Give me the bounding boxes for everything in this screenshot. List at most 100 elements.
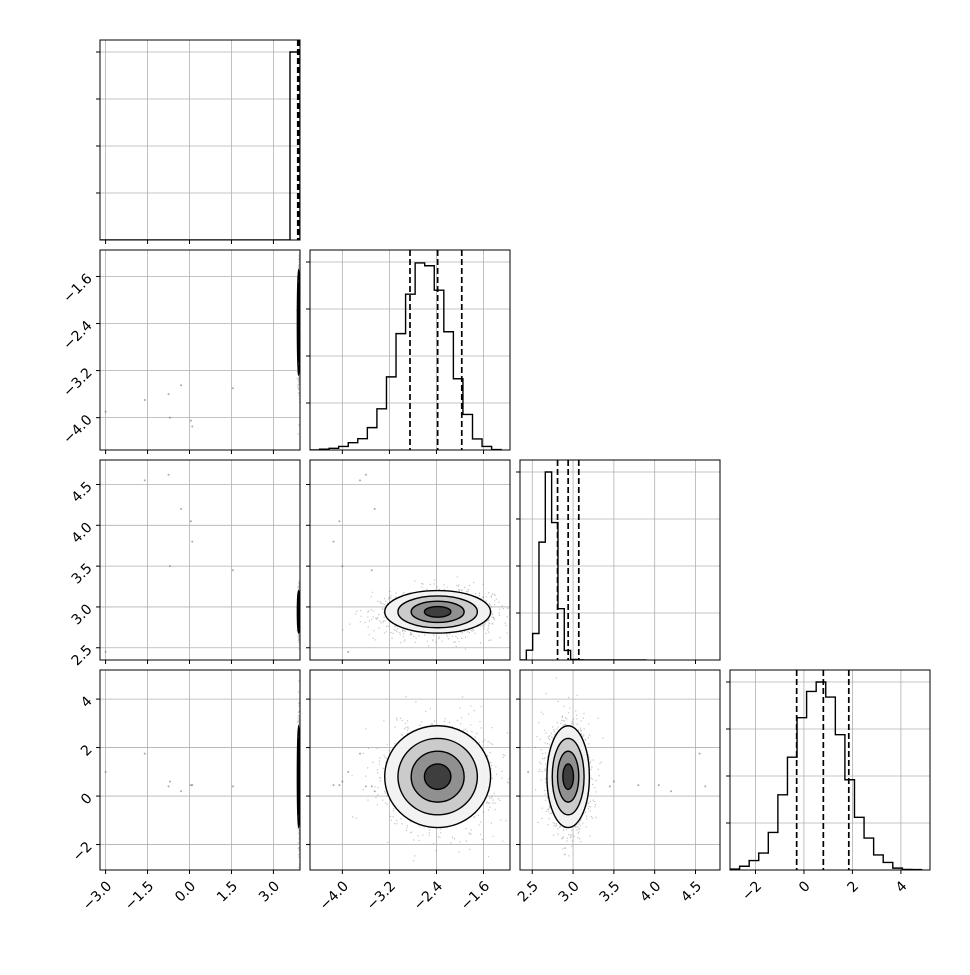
histogram-bar — [864, 838, 874, 870]
histogram-bar — [463, 414, 473, 450]
outlier-point — [169, 565, 171, 567]
contour-line-3 — [298, 607, 299, 618]
outlier-point — [168, 785, 170, 787]
x-tick-label: 4.5 — [678, 878, 705, 905]
histogram-step — [310, 263, 501, 450]
histogram-bar — [386, 377, 396, 450]
outlier-point — [374, 790, 376, 792]
outlier-point — [699, 753, 701, 755]
x-tick-label: 2 — [844, 878, 862, 896]
outlier-point — [658, 784, 660, 786]
x-tick-label: 3.0 — [556, 878, 583, 905]
outlier-point — [371, 569, 373, 571]
x-tick-label: 3.5 — [596, 878, 623, 905]
panel-frame — [100, 250, 300, 450]
histogram-bar — [749, 861, 759, 870]
histogram-bar — [533, 633, 539, 660]
outlier-point — [232, 387, 234, 389]
histogram-bar — [526, 650, 532, 660]
outlier-point — [232, 569, 234, 571]
x-tick-label: 4.0 — [637, 878, 664, 905]
outlier-point — [609, 785, 611, 787]
outlier-point — [347, 771, 349, 773]
y-tick-label: 3.0 — [69, 601, 96, 628]
outlier-point — [527, 771, 529, 773]
outlier-point — [180, 384, 182, 386]
outlier-point — [168, 474, 170, 476]
outlier-point — [365, 474, 367, 476]
histogram-bar — [874, 855, 884, 870]
x-tick-label: −2.4 — [411, 878, 446, 913]
outlier-point — [365, 785, 367, 787]
y-tick-label: 2.5 — [69, 642, 96, 669]
histogram-bar — [778, 795, 788, 870]
hist-panel-1 — [306, 250, 510, 454]
x-tick-label: 1.5 — [214, 878, 241, 905]
y-tick-label: −2.4 — [60, 318, 95, 353]
outlier-point — [180, 790, 182, 792]
outlier-point — [359, 753, 361, 755]
scatter-panel-0-1 — [96, 232, 300, 454]
panel-frame — [100, 40, 300, 240]
outlier-point — [169, 781, 171, 783]
outlier-point — [144, 753, 146, 755]
outlier-point — [613, 781, 615, 783]
histogram-bar — [826, 697, 836, 870]
contour-line-3 — [298, 309, 299, 335]
outlier-point — [333, 541, 335, 543]
outlier-point — [374, 508, 376, 510]
histogram-bar — [415, 263, 425, 450]
outlier-point — [168, 393, 170, 395]
y-tick-label: 0 — [78, 790, 96, 808]
x-tick-label: 3.0 — [256, 878, 283, 905]
outlier-point — [359, 479, 361, 481]
outlier-point — [105, 651, 107, 653]
outlier-point — [670, 790, 672, 792]
outlier-point — [191, 425, 193, 427]
y-tick-label: −2 — [70, 839, 96, 865]
outlier-point — [144, 479, 146, 481]
histogram-bar — [768, 832, 778, 870]
outlier-point — [169, 417, 171, 419]
contour-line-3 — [298, 764, 299, 789]
outlier-point — [341, 781, 343, 783]
scatter-panel-1-3 — [306, 670, 524, 874]
histogram-bar — [558, 609, 564, 660]
outlier-point — [637, 784, 639, 786]
outlier-point — [190, 420, 192, 422]
hist-panel-3 — [726, 670, 930, 874]
histogram-bar — [883, 862, 893, 870]
outlier-point — [347, 651, 349, 653]
y-tick-label: −1.6 — [60, 271, 95, 306]
histogram-bar — [473, 439, 483, 450]
histogram-bar — [759, 853, 769, 870]
panel-frame — [100, 670, 300, 870]
y-tick-label: 2 — [78, 742, 96, 760]
panel-frame — [520, 460, 720, 660]
x-tick-label: −3.2 — [364, 878, 399, 913]
y-tick-label: 4.5 — [69, 479, 96, 506]
scatter-panel-1-2 — [306, 460, 525, 664]
histogram-bar — [425, 266, 435, 450]
x-tick-label: −3.0 — [80, 878, 115, 913]
histogram-bar — [434, 290, 444, 450]
y-tick-label: 3.5 — [69, 560, 96, 587]
histogram-bar — [367, 428, 377, 450]
histogram-bar — [539, 542, 545, 660]
histogram-bar — [358, 439, 368, 450]
x-tick-label: 0 — [796, 878, 814, 896]
outlier-point — [180, 508, 182, 510]
histogram-bar — [377, 409, 387, 450]
y-tick-label: 4 — [78, 693, 96, 711]
y-tick-label: 4.0 — [69, 520, 96, 547]
outlier-point — [371, 785, 373, 787]
outlier-point — [338, 520, 340, 522]
x-tick-label: −1.5 — [122, 878, 157, 913]
outlier-point — [704, 785, 706, 787]
histogram-bar — [348, 443, 358, 450]
x-tick-label: −1.6 — [458, 878, 493, 913]
scatter-panel-0-3 — [96, 670, 300, 874]
x-tick-label: 2.5 — [515, 878, 542, 905]
